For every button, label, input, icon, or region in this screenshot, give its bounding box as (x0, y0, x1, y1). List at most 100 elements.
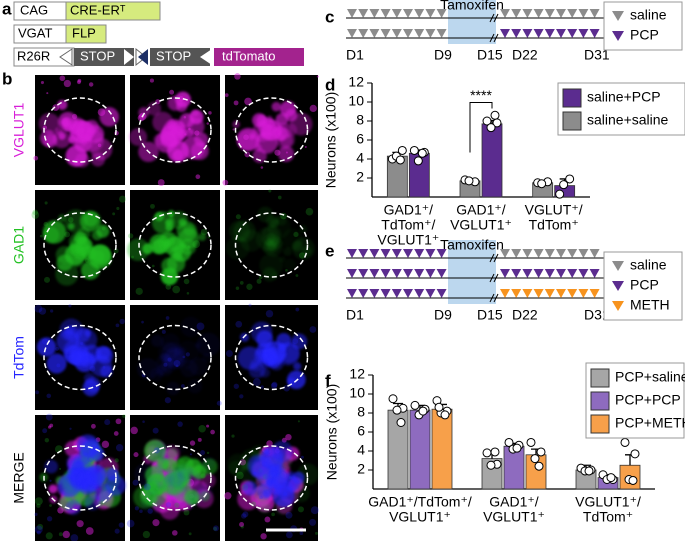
signal (197, 437, 202, 442)
signal (34, 304, 43, 313)
signal (147, 508, 153, 514)
signal (298, 252, 306, 259)
signal (187, 245, 191, 249)
axis-break (489, 293, 495, 303)
axis-break (489, 273, 495, 283)
treatment-marker (436, 9, 447, 18)
box (214, 48, 304, 66)
timelines: Tamoxifen D1 D9 D15 D22 D31 saline PCP Tamoxifen… (346, 0, 683, 323)
treatment-marker (436, 289, 447, 298)
signal (57, 99, 68, 110)
legend-label: PCP (630, 277, 659, 293)
signal (242, 511, 249, 518)
signal (62, 530, 70, 539)
cell-outline (43, 324, 117, 391)
micrograph-grid: VGLUT1 GAD1 TdTom MERGE (11, 73, 319, 541)
signal (239, 281, 244, 285)
signal (183, 116, 187, 119)
signal (258, 354, 273, 369)
treatment-marker (589, 269, 600, 278)
signal (283, 247, 292, 257)
treatment-marker (391, 269, 402, 278)
treatment-marker (358, 9, 369, 18)
signal (297, 420, 300, 423)
signal (88, 245, 112, 270)
signal (235, 214, 241, 220)
lox-site (200, 49, 212, 65)
signal (285, 269, 288, 272)
signal (118, 522, 125, 528)
treatment-marker (347, 289, 357, 298)
signal (115, 444, 124, 452)
legend-swatch (562, 111, 582, 131)
signal (248, 303, 252, 307)
signal (241, 513, 247, 519)
data-point (440, 410, 450, 420)
signal (172, 530, 178, 536)
signal (41, 338, 49, 345)
signal (151, 211, 175, 234)
signal (266, 115, 273, 123)
signal (275, 447, 286, 458)
treatment-marker (425, 29, 436, 38)
signal (90, 138, 113, 161)
treatment-marker (436, 29, 447, 38)
signal (126, 519, 135, 528)
y-tick-label: 10 (349, 385, 365, 401)
signal (180, 347, 187, 354)
signal (186, 500, 196, 510)
signal (277, 145, 295, 163)
x-tick-label: TdTom⁺ (529, 217, 579, 233)
signal (163, 270, 178, 285)
treatment-marker (511, 29, 522, 38)
signal (97, 108, 106, 116)
signal (200, 450, 206, 456)
signal (43, 221, 49, 227)
bar (409, 409, 431, 490)
signal (256, 330, 274, 348)
signal (150, 203, 155, 209)
y-tick-label: 2 (357, 461, 365, 477)
signal (59, 75, 66, 82)
signal (271, 512, 275, 517)
signal (310, 506, 319, 515)
signal (119, 195, 126, 203)
treatment-marker (369, 269, 380, 278)
cell-outline (43, 212, 117, 278)
signal (162, 240, 171, 248)
x-tick-label: VGLUT⁺/ (525, 202, 583, 218)
data-point (504, 437, 514, 447)
signal (105, 475, 126, 496)
treatment-marker (500, 289, 510, 298)
data-point (418, 406, 428, 416)
signal (237, 346, 262, 370)
data-point (490, 447, 500, 457)
legend-label: PCP+METH (615, 415, 685, 431)
signal (187, 491, 197, 502)
treatment-marker (403, 289, 413, 298)
signal (163, 362, 168, 367)
y-tick-label: 8 (357, 404, 365, 420)
signal (134, 506, 139, 511)
signal (271, 381, 278, 388)
significance-bracket (469, 102, 493, 153)
signal (63, 209, 88, 233)
data-point (482, 116, 492, 126)
treatment-marker (380, 249, 391, 258)
signal (126, 238, 150, 261)
signal (265, 309, 274, 318)
signal (295, 274, 299, 277)
signal (225, 350, 233, 357)
signal (216, 400, 222, 406)
signal (206, 451, 210, 455)
signal (300, 455, 304, 459)
signal (113, 431, 119, 436)
label: STOP (156, 48, 191, 63)
data-point (534, 461, 544, 471)
signal (150, 334, 164, 348)
label: VGAT (18, 25, 52, 40)
data-point (584, 466, 594, 476)
treatment-marker (522, 29, 533, 38)
signal (52, 130, 71, 149)
